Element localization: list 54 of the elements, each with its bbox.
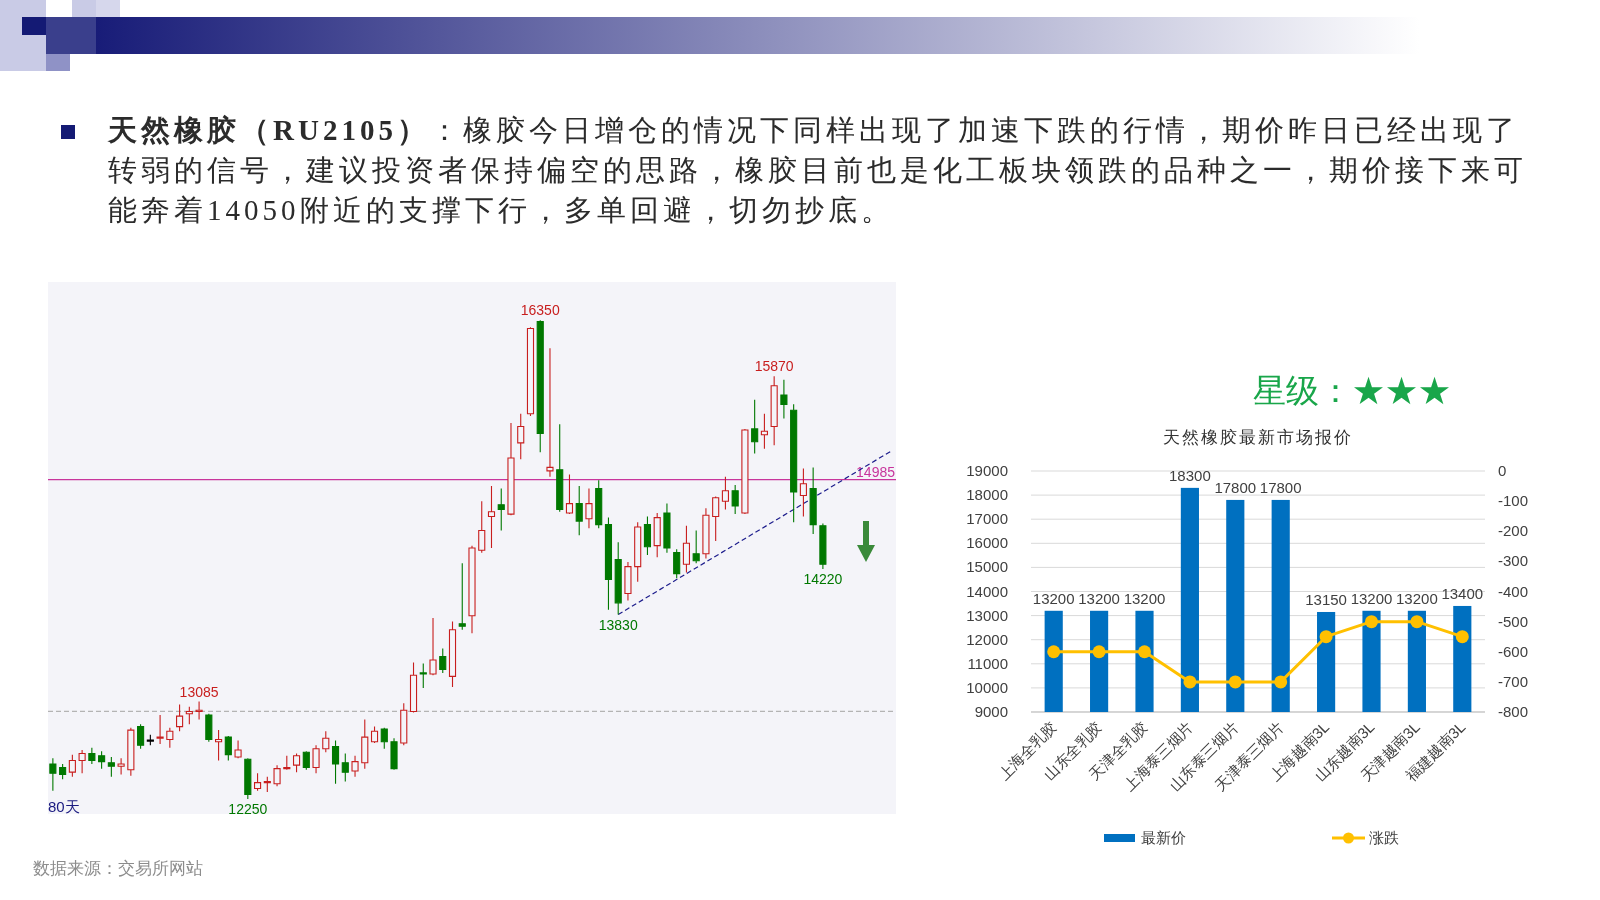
y-tick-label: 14000 [966,582,1008,600]
annotation: 13830 [598,616,638,633]
y2-tick-label: -800 [1498,703,1529,720]
text: 星级：★★★ [1253,372,1451,409]
point [1274,675,1288,689]
y2-tick-label: -500 [1498,612,1529,630]
data-label: 13200 [1032,589,1075,607]
y-tick-label: 9000 [974,703,1008,720]
y2-tick-label: -400 [1498,582,1529,600]
annotation: 14220 [803,570,843,587]
point [1455,630,1469,644]
y-tick-label: 11000 [967,654,1008,672]
y-tick-label: 12000 [966,630,1008,648]
y-tick-label: 18000 [966,486,1008,504]
point [1228,675,1242,689]
annotation: 15870 [754,358,794,375]
y-tick-label: 15000 [966,558,1008,576]
data-label: 13200 [1123,589,1166,607]
point [1410,615,1424,629]
point [1047,645,1061,659]
legend-label: 最新价 [1141,829,1186,846]
y-tick-label: 17000 [966,510,1008,528]
y-tick-label: 16000 [966,534,1008,552]
source-note: 数据来源：交易所网站 [33,859,203,878]
data-label: 13200 [1078,589,1120,607]
data-label: 17800 [1259,478,1302,496]
y2-tick-label: -200 [1498,522,1529,540]
y-tick-label: 19000 [966,462,1008,479]
y2-tick-label: 0 [1498,462,1507,479]
point [1319,630,1333,644]
point [1365,615,1378,629]
y2-tick-label: -700 [1498,672,1529,690]
data-label: 13200 [1396,589,1438,607]
y-tick-label: 10000 [966,678,1008,696]
annotation: 12250 [228,801,268,817]
ref-line-label: 14985 [856,463,896,480]
y2-tick-label: -100 [1498,492,1529,510]
point [1092,645,1106,659]
annotation: 80天 [48,798,80,815]
data-label: 17800 [1214,478,1257,496]
data-label: 18300 [1169,466,1211,484]
chart-title: 天然橡胶最新市场报价 [1163,428,1353,447]
y2-tick-label: -300 [1498,552,1529,570]
point [1138,645,1151,659]
point [1183,675,1197,689]
data-label: 13400 [1441,584,1484,602]
data-label: 13200 [1350,589,1393,607]
annotation: 13085 [179,683,219,700]
y2-tick-label: -600 [1498,642,1529,660]
y-tick-label: 13000 [966,606,1008,624]
annotation: 16350 [520,302,560,319]
data-label: 13150 [1305,590,1347,608]
legend-label: 涨跌 [1369,829,1399,846]
text: 天然橡胶（RU2105）：橡胶今日增仓的情况下同样出现了加速下跌的行情，期价昨日已经出现了转弱的信号，建议投资者保持偏空的思路，橡胶目前也是化工板块领跌的品种之一，期价接下来可能奔着14050附近的支撑下行，多单回避，切勿抄底。 [108,114,1527,226]
